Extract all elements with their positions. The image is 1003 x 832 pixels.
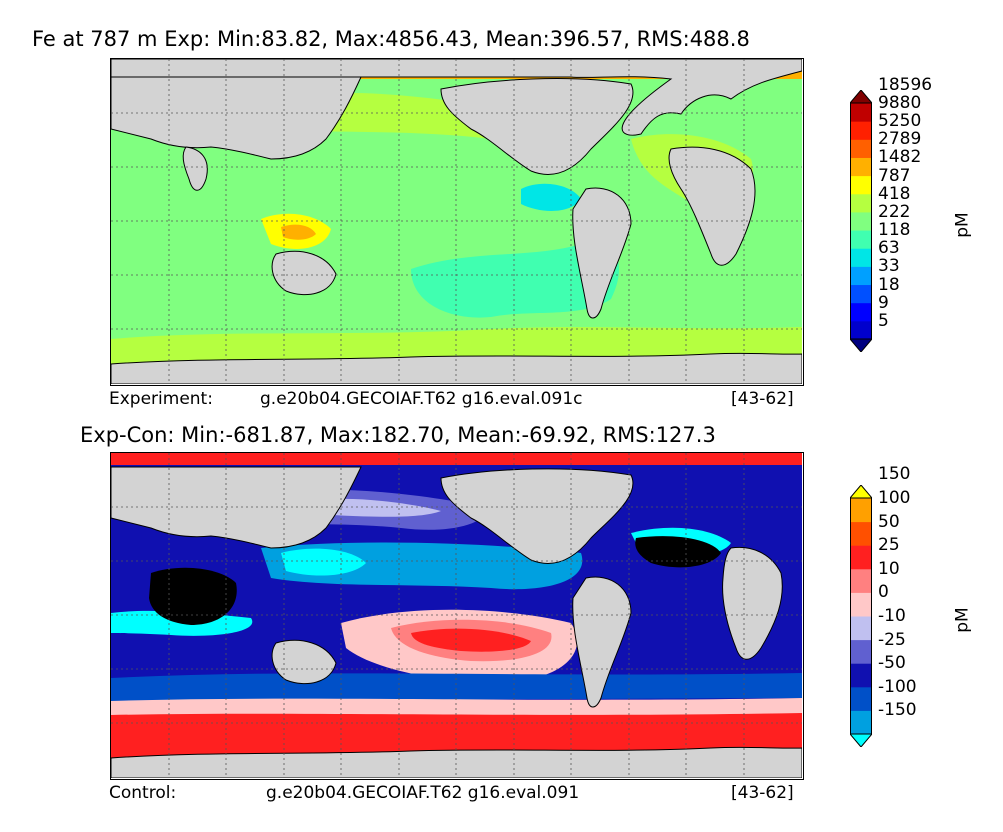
panel2-colorbar-tick-label: 0: [878, 582, 889, 603]
panel1-colorbar-tick-label: 787: [878, 165, 911, 186]
panel1-colorbar-swatch: [850, 248, 872, 267]
panel2-colorbar-tick-label: -25: [878, 629, 906, 650]
panel1-eurasia: [111, 59, 802, 136]
panel2-colorbar-swatch: [850, 592, 872, 617]
panel1-colorbar-unit: pM: [952, 212, 973, 238]
panel1-colorbar-tick-label: 9880: [878, 93, 922, 113]
panel2-colorbar-tick-label: -50: [878, 653, 906, 674]
panel1-colorbar-swatch: [850, 139, 872, 158]
panel2-north-america: [440, 468, 634, 564]
panel2-colorbar-swatch: [850, 663, 872, 688]
panel2-africa: [722, 546, 783, 660]
panel2-south-america: [572, 576, 632, 708]
panel1-footer-case: g.e20b04.GECOIAF.T62 g16.eval.091c: [260, 389, 583, 409]
panel1-colorbar-tick-label: 1482: [878, 147, 922, 168]
panel2-colorbar-tick-label: 25: [878, 535, 900, 556]
panel2-colorbar-swatch: [850, 616, 872, 641]
panel2-colorbar-tick-label: 10: [878, 558, 900, 579]
panel2-title: Exp-Con: Min:-681.87, Max:182.70, Mean:-…: [80, 423, 716, 447]
panel1-india: [182, 146, 208, 191]
panel2-colorbar-frame: [850, 497, 872, 735]
panel1-asia: [111, 76, 362, 160]
panel1-australia: [271, 250, 337, 296]
panel2-colorbar-tick-label: -150: [878, 700, 917, 721]
panel1-colorbar-swatch: [850, 320, 872, 340]
panel2-colorbar: [848, 484, 874, 748]
panel2-colorbar-tick-label: 100: [878, 488, 911, 508]
panel1-footer-label: Experiment:: [109, 389, 213, 409]
panel2-footer-case: g.e20b04.GECOIAF.T62 g16.eval.091: [266, 783, 580, 803]
panel2-arctic-band: [111, 453, 802, 465]
panel2-colorbar-swatch: [850, 686, 872, 711]
panel1-colorbar-swatch: [850, 175, 872, 195]
panel2-nwpac-cyan: [281, 548, 366, 576]
panel1-colorbar-extend-low: [848, 338, 874, 353]
panel1-colorbar-swatch: [850, 157, 872, 177]
panel1-colorbar-tick-label: 18596: [878, 74, 933, 95]
panel2-npac-lightest: [311, 498, 441, 517]
panel1-africa: [668, 146, 756, 266]
panel2-colorbar-tick-label: -10: [878, 606, 906, 626]
panel1-colorbar-swatch: [850, 302, 872, 322]
panel1-colorbar-swatch: [850, 284, 872, 304]
panel2-asia: [111, 466, 362, 549]
panel1-north-america: [440, 78, 634, 175]
panel1-graticule: [111, 59, 802, 384]
panel2-australia: [271, 639, 337, 685]
panel2-colorbar-swatch: [850, 545, 872, 570]
panel2-natl-black: [635, 536, 721, 568]
panel1-colorbar-tick-label: 33: [878, 256, 900, 277]
panel1-colorbar-tick-label: 18: [878, 274, 900, 295]
panel1-colorbar-swatch: [850, 103, 872, 122]
panel1-south-america: [572, 187, 632, 319]
panel2-colorbar-swatch: [850, 498, 872, 523]
panel2-map: [110, 452, 804, 780]
panel1-colorbar-tick-label: 9: [878, 292, 889, 313]
panel1-colorbar-tick-label: 63: [878, 238, 900, 259]
panel1-pacific-teal: [411, 241, 620, 318]
panel2-colorbar-swatch: [850, 568, 872, 593]
panel1-title: Fe at 787 m Exp: Min:83.82, Max:4856.43,…: [32, 27, 750, 51]
panel1-colorbar-tick-label: 5: [878, 310, 889, 331]
panel1-colorbar-swatch: [850, 230, 872, 249]
panel2-spac-red: [411, 628, 531, 652]
panel2-footer-label: Control:: [109, 783, 177, 803]
panel1-map: [110, 58, 804, 386]
panel1-indonesia-orange: [281, 224, 316, 240]
panel2-footer-years: [43-62]: [731, 783, 794, 803]
panel1-colorbar-tick-label: 222: [878, 201, 911, 222]
panel2-colorbar-swatch: [850, 521, 872, 546]
panel1-colorbar-swatch: [850, 266, 872, 286]
panel1-pacific-cyan: [521, 183, 581, 211]
panel1-colorbar-swatch: [850, 193, 872, 213]
panel1-footer-years: [43-62]: [731, 389, 794, 409]
panel2-colorbar-unit: pM: [952, 607, 973, 633]
panel1-colorbar: [848, 89, 874, 353]
panel2-colorbar-tick-label: 50: [878, 511, 900, 532]
panel1-colorbar-tick-label: 418: [878, 183, 911, 204]
panel2-colorbar-swatch: [850, 710, 872, 735]
panel1-colorbar-tick-label: 118: [878, 220, 911, 241]
panel1-colorbar-frame: [850, 102, 872, 340]
panel2-indian-black: [149, 567, 237, 625]
panel2-colorbar-extend-low: [848, 733, 874, 748]
panel2-colorbar-tick-label: -100: [878, 676, 917, 697]
panel2-colorbar-tick-label: 150: [878, 464, 911, 485]
panel2-colorbar-swatch: [850, 639, 872, 664]
panel1-colorbar-tick-label: 2789: [878, 129, 922, 150]
panel2-colorbar-extend-high: [848, 484, 874, 499]
panel1-colorbar-tick-label: 5250: [878, 111, 922, 132]
panel2-graticule: [111, 453, 802, 778]
panel1-colorbar-swatch: [850, 211, 872, 231]
panel2-so-blue: [111, 673, 802, 701]
panel1-colorbar-extend-high: [848, 89, 874, 104]
panel1-colorbar-swatch: [850, 121, 872, 140]
